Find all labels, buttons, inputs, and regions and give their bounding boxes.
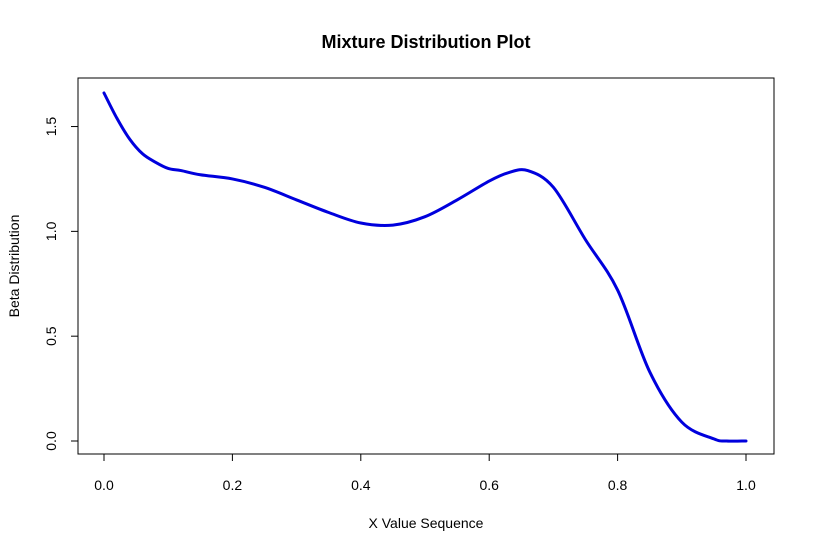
y-tick-label: 1.5 <box>43 117 59 137</box>
y-axis: 0.0 0.5 1.0 1.5 <box>43 93 79 451</box>
x-tick-label: 1.0 <box>736 477 756 493</box>
series-layer <box>102 91 748 443</box>
y-tick-label: 0.0 <box>43 431 59 451</box>
y-tick-label: 1.0 <box>43 221 59 241</box>
x-tick-label: 0.6 <box>479 477 499 493</box>
x-tick-label: 0.8 <box>608 477 628 493</box>
x-tick-label: 0.2 <box>223 477 243 493</box>
y-tick-label: 0.5 <box>43 326 59 346</box>
x-axis: 0.0 0.2 0.4 0.6 0.8 1.0 <box>94 453 756 493</box>
x-tick-label: 0.4 <box>351 477 371 493</box>
x-axis-label: X Value Sequence <box>369 515 484 531</box>
y-axis-label: Beta Distribution <box>6 215 22 318</box>
chart-title: Mixture Distribution Plot <box>322 32 531 52</box>
series-line <box>102 91 748 443</box>
x-tick-label: 0.0 <box>94 477 114 493</box>
